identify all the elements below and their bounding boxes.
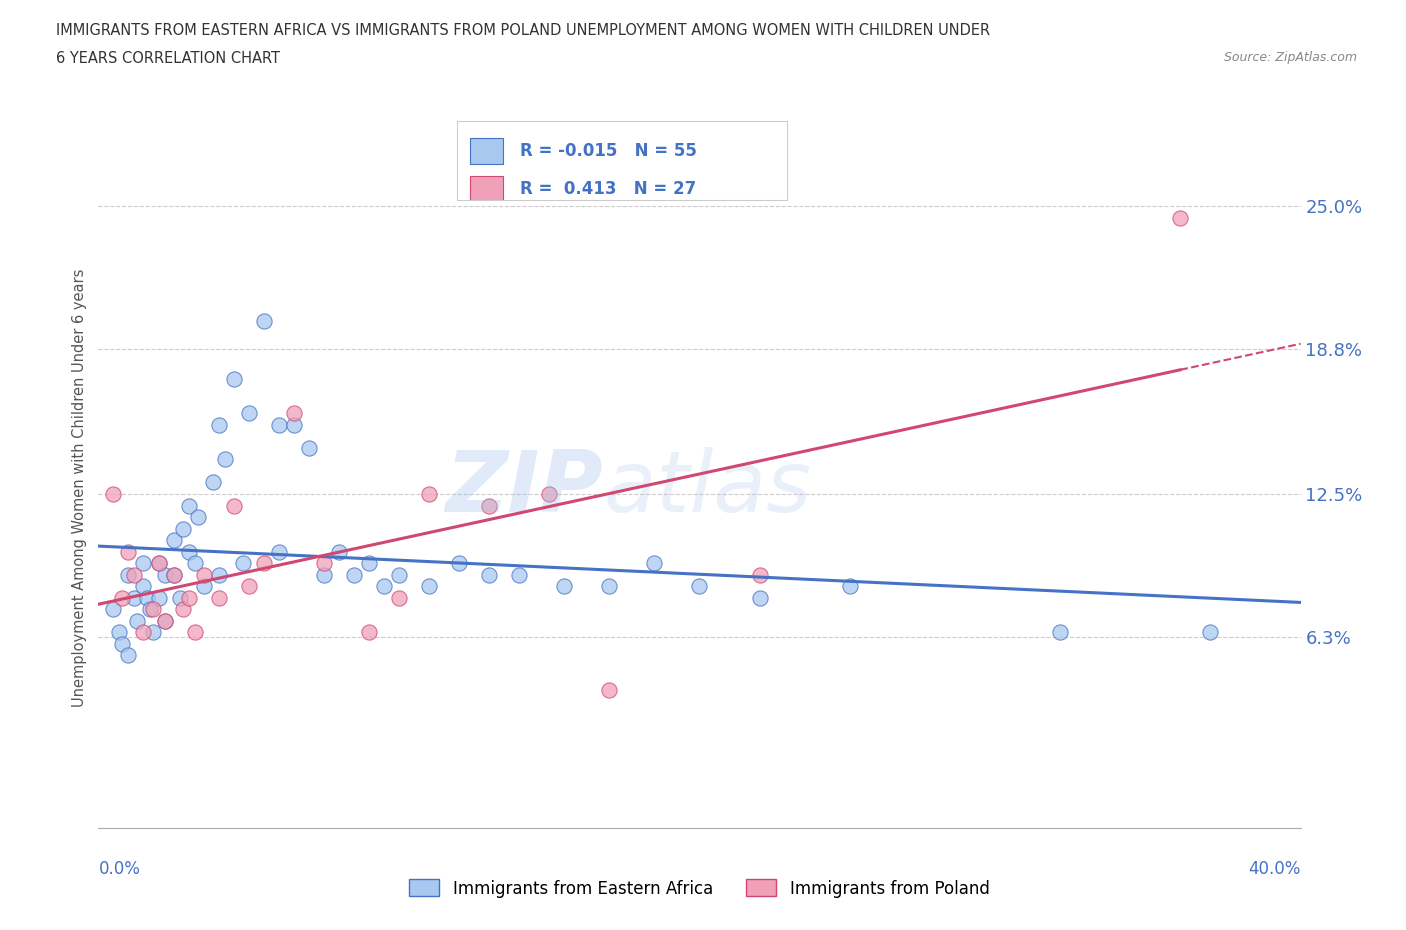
Point: [153, 567, 176, 582]
Point: [643, 555, 665, 570]
Point: [172, 602, 194, 617]
Point: [298, 441, 321, 456]
Point: [222, 498, 245, 513]
Point: [117, 567, 139, 582]
Point: [232, 555, 254, 570]
Point: [238, 406, 260, 421]
Text: 0.0%: 0.0%: [98, 860, 141, 878]
Point: [103, 486, 125, 501]
Point: [598, 578, 620, 593]
Point: [538, 486, 561, 501]
Point: [153, 613, 176, 628]
Point: [153, 613, 176, 628]
Point: [328, 544, 350, 559]
Point: [132, 578, 155, 593]
Point: [418, 578, 440, 593]
Point: [183, 625, 205, 640]
Point: [214, 452, 236, 467]
Point: [1199, 625, 1222, 640]
Point: [124, 591, 146, 605]
Point: [478, 498, 501, 513]
Text: Source: ZipAtlas.com: Source: ZipAtlas.com: [1223, 51, 1357, 64]
Text: IMMIGRANTS FROM EASTERN AFRICA VS IMMIGRANTS FROM POLAND UNEMPLOYMENT AMONG WOME: IMMIGRANTS FROM EASTERN AFRICA VS IMMIGR…: [56, 23, 990, 38]
Text: atlas: atlas: [603, 446, 811, 530]
Point: [141, 625, 163, 640]
Point: [208, 418, 231, 432]
Point: [343, 567, 366, 582]
Point: [208, 567, 231, 582]
Point: [1170, 210, 1192, 225]
Point: [253, 555, 276, 570]
Point: [124, 567, 146, 582]
Point: [162, 533, 184, 548]
Point: [418, 486, 440, 501]
Point: [748, 591, 770, 605]
Point: [193, 567, 215, 582]
Point: [141, 602, 163, 617]
Point: [132, 625, 155, 640]
Point: [312, 555, 335, 570]
Legend: Immigrants from Eastern Africa, Immigrants from Poland: Immigrants from Eastern Africa, Immigran…: [402, 872, 997, 904]
Point: [127, 613, 149, 628]
Point: [208, 591, 231, 605]
Point: [162, 567, 184, 582]
Point: [135, 591, 157, 605]
Point: [447, 555, 470, 570]
Point: [357, 555, 380, 570]
Point: [111, 591, 134, 605]
Point: [508, 567, 530, 582]
Point: [598, 683, 620, 698]
Point: [283, 418, 305, 432]
Point: [222, 371, 245, 386]
Point: [172, 521, 194, 536]
Point: [103, 602, 125, 617]
Point: [183, 555, 205, 570]
Point: [132, 555, 155, 570]
Point: [193, 578, 215, 593]
Point: [373, 578, 395, 593]
Text: 40.0%: 40.0%: [1249, 860, 1301, 878]
Point: [688, 578, 710, 593]
Point: [187, 510, 209, 525]
Point: [553, 578, 575, 593]
Point: [238, 578, 260, 593]
Point: [177, 544, 200, 559]
Point: [388, 567, 411, 582]
Text: R =  0.413   N = 27: R = 0.413 N = 27: [520, 179, 696, 198]
Point: [169, 591, 191, 605]
Point: [478, 567, 501, 582]
Point: [148, 555, 170, 570]
Point: [138, 602, 160, 617]
Point: [283, 406, 305, 421]
Point: [267, 544, 290, 559]
Point: [177, 591, 200, 605]
Point: [312, 567, 335, 582]
Bar: [470, 139, 503, 164]
Bar: [470, 177, 503, 202]
Y-axis label: Unemployment Among Women with Children Under 6 years: Unemployment Among Women with Children U…: [72, 269, 87, 708]
Point: [1049, 625, 1071, 640]
Text: ZIP: ZIP: [446, 446, 603, 530]
Point: [253, 314, 276, 329]
Point: [388, 591, 411, 605]
Text: 6 YEARS CORRELATION CHART: 6 YEARS CORRELATION CHART: [56, 51, 280, 66]
Text: R = -0.015   N = 55: R = -0.015 N = 55: [520, 142, 696, 160]
Point: [117, 647, 139, 662]
Point: [838, 578, 860, 593]
Point: [357, 625, 380, 640]
Point: [117, 544, 139, 559]
Point: [201, 475, 224, 490]
Point: [177, 498, 200, 513]
Point: [267, 418, 290, 432]
Point: [748, 567, 770, 582]
Point: [108, 625, 131, 640]
Point: [162, 567, 184, 582]
Point: [148, 591, 170, 605]
Point: [111, 636, 134, 651]
Point: [148, 555, 170, 570]
